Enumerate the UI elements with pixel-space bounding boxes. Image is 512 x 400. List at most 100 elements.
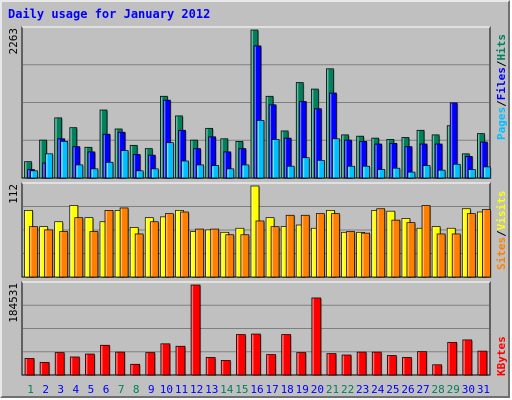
kbytes-bar-highlight xyxy=(206,358,209,375)
kbytes-bar-highlight xyxy=(357,352,360,375)
kbytes-bar-highlight xyxy=(463,340,465,375)
files-bar-highlight xyxy=(43,163,45,178)
kbytes-bar-highlight xyxy=(85,354,88,375)
pages-bar-highlight xyxy=(257,121,259,178)
legend-item: Sites xyxy=(495,237,508,270)
sites-bar xyxy=(406,222,416,278)
x-tick-label: 17 xyxy=(265,383,278,396)
visits-bar-highlight xyxy=(311,228,314,277)
hits-bar-highlight xyxy=(387,140,389,178)
kbytes-bar-highlight xyxy=(116,352,118,375)
kbytes-bar xyxy=(160,343,171,376)
pages-bar xyxy=(347,165,355,179)
sites-bar-highlight xyxy=(301,215,304,277)
x-tick-label: 31 xyxy=(477,383,490,396)
kbytes-bar-highlight xyxy=(267,355,269,375)
files-bar-highlight xyxy=(118,132,121,178)
x-tick-label: 21 xyxy=(326,383,339,396)
kbytes-bar xyxy=(236,334,246,376)
hits-bar-highlight xyxy=(251,30,253,178)
pages-bar xyxy=(181,160,189,179)
sites-bar xyxy=(165,213,174,278)
sites-bar-highlight xyxy=(226,235,228,277)
kbytes-bar-highlight xyxy=(101,345,103,375)
sites-bar-highlight xyxy=(181,212,183,277)
files-bar-highlight xyxy=(284,138,287,178)
pages-bar xyxy=(90,168,99,179)
kbytes-bar-highlight xyxy=(418,352,420,375)
files-bar-highlight xyxy=(450,103,453,178)
sites-bar xyxy=(315,213,325,278)
kbytes-bar xyxy=(326,353,337,376)
x-tick-label: 29 xyxy=(447,383,460,396)
files-bar-highlight xyxy=(435,144,438,178)
hits-bar-highlight xyxy=(40,140,42,178)
hits-bar-highlight xyxy=(357,136,359,178)
pages-bar-highlight xyxy=(242,165,244,178)
visits-bar-highlight xyxy=(221,232,223,277)
hits-bar-highlight xyxy=(100,110,102,178)
visits-bar-highlight xyxy=(342,232,344,277)
hits-bar-highlight xyxy=(372,138,374,178)
pages-bar xyxy=(75,164,84,179)
x-tick-label: 30 xyxy=(462,383,475,396)
pages-bar-highlight xyxy=(438,170,441,178)
legend-item: Files xyxy=(495,67,508,100)
kbytes-bar-highlight xyxy=(55,353,58,375)
hits-bar-highlight xyxy=(55,118,57,178)
pages-bar-highlight xyxy=(423,166,426,178)
pages-bar xyxy=(135,170,144,179)
pages-bar-highlight xyxy=(151,169,154,178)
files-bar-highlight xyxy=(133,155,136,178)
kbytes-bar-highlight xyxy=(70,357,73,375)
pages-bar-highlight xyxy=(468,170,471,178)
pages-bar-highlight xyxy=(46,154,48,178)
chart-layer: 2263112184531Pages/Files/HitsSites/Visit… xyxy=(7,26,508,396)
kbytes-bar xyxy=(39,361,50,376)
kbytes-bar-highlight xyxy=(448,342,450,375)
x-tick-label: 8 xyxy=(133,383,140,396)
visits-bar-highlight xyxy=(85,218,87,277)
sites-bar xyxy=(104,210,114,278)
pages-bar xyxy=(392,167,401,179)
visits-bar-highlight xyxy=(266,218,269,277)
sites-bar-highlight xyxy=(211,229,213,277)
sites-bar-highlight xyxy=(332,214,334,277)
sites-bar xyxy=(134,233,144,278)
visits-bar-highlight xyxy=(251,186,253,277)
visits-bar-highlight xyxy=(402,219,404,277)
sites-bar xyxy=(255,220,265,278)
y-max-label: 184531 xyxy=(7,283,20,323)
sites-bar-highlight xyxy=(362,233,364,277)
sites-bar-highlight xyxy=(45,230,47,277)
files-bar-highlight xyxy=(148,155,151,178)
pages-bar xyxy=(422,165,431,179)
hits-bar-highlight xyxy=(236,141,238,178)
pages-bar-highlight xyxy=(76,165,78,178)
kbytes-bar xyxy=(130,363,141,376)
legend-label: KBytes xyxy=(495,336,508,376)
visits-bar-highlight xyxy=(296,225,299,277)
sites-bar-highlight xyxy=(392,220,394,277)
kbytes-bar xyxy=(220,360,231,376)
kbytes-bar-highlight xyxy=(433,365,435,375)
visits-bar-highlight xyxy=(100,222,102,277)
visits-bar-highlight xyxy=(327,210,329,277)
hits-bar-highlight xyxy=(266,96,269,178)
kbytes-bar xyxy=(462,339,473,376)
hits-bar-highlight xyxy=(281,131,284,178)
x-tick-label: 9 xyxy=(148,383,155,396)
kbytes-bar xyxy=(447,341,458,376)
pages-bar xyxy=(60,141,69,179)
kbytes-bar xyxy=(205,357,216,376)
kbytes-bar xyxy=(432,364,442,376)
x-tick-label: 16 xyxy=(250,383,263,396)
kbytes-bar xyxy=(417,351,427,376)
kbytes-bar xyxy=(356,351,367,376)
y-max-label: 112 xyxy=(7,184,20,204)
kbytes-bar-highlight xyxy=(176,346,178,375)
sites-bar-highlight xyxy=(316,214,319,277)
x-tick-label: 1 xyxy=(27,383,34,396)
pages-bar-highlight xyxy=(302,158,305,178)
kbytes-bar xyxy=(85,353,95,376)
